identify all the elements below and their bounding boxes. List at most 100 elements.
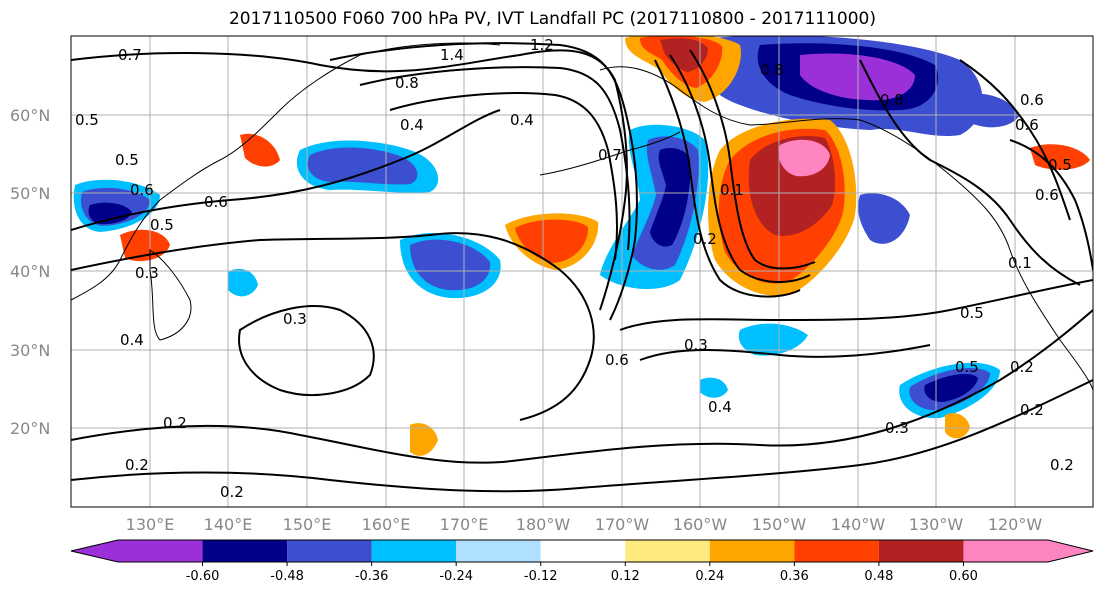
lon-label: 160°E	[362, 515, 411, 534]
contour-label: 0.4	[708, 398, 732, 416]
colorbar-segment	[625, 540, 710, 562]
pv-contour-line	[689, 49, 816, 270]
lon-label: 160°W	[673, 515, 728, 534]
colorbar-tick-label: 0.24	[695, 569, 724, 584]
colorbar-extend-min	[71, 540, 203, 562]
contour-label: 0.5	[150, 216, 174, 234]
pv-contour-line	[389, 92, 619, 261]
colorbar-segment	[878, 540, 964, 562]
contour-label: 0.5	[115, 151, 139, 169]
lon-label: 140°E	[204, 515, 253, 534]
contour-label: 0.1	[720, 181, 744, 199]
lon-label: 130°W	[909, 515, 964, 534]
colorbar-tick-label: -0.36	[355, 569, 389, 584]
contour-label: 0.5	[75, 111, 99, 129]
negative-anomaly-region	[960, 93, 1020, 128]
contour-label: 0.2	[220, 483, 244, 501]
negative-anomaly-region	[924, 374, 978, 402]
lat-label: 20°N	[10, 419, 50, 438]
pv-contours	[71, 42, 1093, 493]
graticule	[71, 36, 1093, 507]
contour-label: 0.2	[1050, 456, 1074, 474]
pv-contour-line	[71, 309, 1093, 464]
positive-anomaly-region	[240, 133, 280, 167]
negative-anomaly-region	[410, 239, 491, 291]
colorbar-tick-label: -0.60	[186, 569, 220, 584]
pv-contour-line	[71, 49, 628, 311]
contour-label: 1.4	[440, 46, 464, 64]
contour-label: 0.3	[885, 419, 909, 437]
colorbar-outline	[70, 539, 1094, 563]
lon-label: 120°W	[988, 515, 1043, 534]
contour-label: 0.3	[684, 336, 708, 354]
contour-label: 0.6	[1020, 91, 1044, 109]
colorbar-tick-label: 0.12	[611, 569, 640, 584]
pv-contour-line	[1009, 139, 1093, 271]
alaska-coastline	[599, 66, 1093, 391]
lon-label: 170°E	[440, 515, 489, 534]
lat-label: 50°N	[10, 184, 50, 203]
positive-anomaly-region	[410, 423, 438, 456]
lon-label: 150°W	[752, 515, 807, 534]
lon-label: 130°E	[126, 515, 175, 534]
latitude-labels: 60°N 50°N 40°N 30°N 20°N	[10, 106, 50, 438]
contour-label: 0.2	[125, 456, 149, 474]
pv-contour-line	[654, 59, 801, 298]
negative-anomaly-region	[650, 148, 691, 247]
contour-label: 0.6	[130, 181, 154, 199]
negative-anomaly-region	[88, 202, 132, 225]
contour-label: 0.7	[598, 146, 622, 164]
lon-label: 180°W	[516, 515, 571, 534]
contour-label: 0.8	[880, 91, 904, 109]
contour-label: 0.5	[1048, 156, 1072, 174]
pv-contour-line	[859, 59, 1081, 286]
colorbar-segment	[540, 540, 626, 562]
positive-anomaly-region	[778, 139, 830, 177]
contour-label: 0.4	[400, 116, 424, 134]
contour-label: 0.5	[960, 304, 984, 322]
contour-label: 0.6	[1015, 116, 1039, 134]
contour-label: 0.2	[693, 230, 717, 248]
contour-label: 0.2	[163, 414, 187, 432]
negative-anomaly-region	[700, 377, 728, 398]
colorbar-segment	[287, 540, 372, 562]
negative-anomaly-region	[858, 193, 910, 244]
pv-contour-line	[329, 42, 638, 321]
negative-anomaly-region	[738, 323, 808, 356]
pv-contour-line	[619, 279, 1093, 331]
pv-contour-line	[359, 66, 631, 251]
pv-contour-line	[669, 54, 811, 283]
lat-label: 60°N	[10, 106, 50, 125]
lon-label: 150°E	[283, 515, 332, 534]
aleutian-islands	[539, 131, 681, 176]
colorbar-segment	[371, 540, 457, 562]
contour-label: 0.2	[1010, 358, 1034, 376]
contour-label: 0.5	[955, 358, 979, 376]
map-title: 2017110500 F060 700 hPa PV, IVT Landfall…	[228, 9, 876, 29]
negative-anomaly-region	[228, 268, 258, 297]
colorbar-tick-label: 0.36	[780, 569, 809, 584]
lon-label: 140°W	[831, 515, 886, 534]
pv-contour-line	[639, 344, 931, 361]
colorbar: -0.60 -0.48 -0.36 -0.24 -0.12 0.12 0.24 0.36 0.4…	[70, 539, 1094, 584]
colorbar-segment	[202, 540, 288, 562]
colorbar-tick-label: -0.12	[524, 569, 558, 584]
longitude-labels: 130°E 140°E 150°E 160°E 170°E 180°W 170°…	[126, 515, 1043, 534]
pv-contour-line	[238, 305, 375, 396]
pv-contour-line	[959, 59, 1071, 221]
japan-coastline	[149, 249, 192, 341]
colorbar-extend-max	[963, 540, 1093, 562]
negative-anomaly-region	[307, 147, 418, 185]
contour-label: 0.2	[1020, 401, 1044, 419]
contour-label: 0.3	[135, 264, 159, 282]
colorbar-tick-label: -0.48	[270, 569, 304, 584]
contour-label: 0.6	[605, 351, 629, 369]
positive-anomaly-region	[660, 38, 708, 72]
contour-label: 0.6	[1035, 186, 1059, 204]
map-border	[70, 35, 1094, 508]
contour-label: 0.8	[760, 61, 784, 79]
contour-label: 0.1	[1008, 254, 1032, 272]
contour-label: 1.2	[530, 36, 554, 54]
pv-contour-line	[71, 379, 1093, 493]
